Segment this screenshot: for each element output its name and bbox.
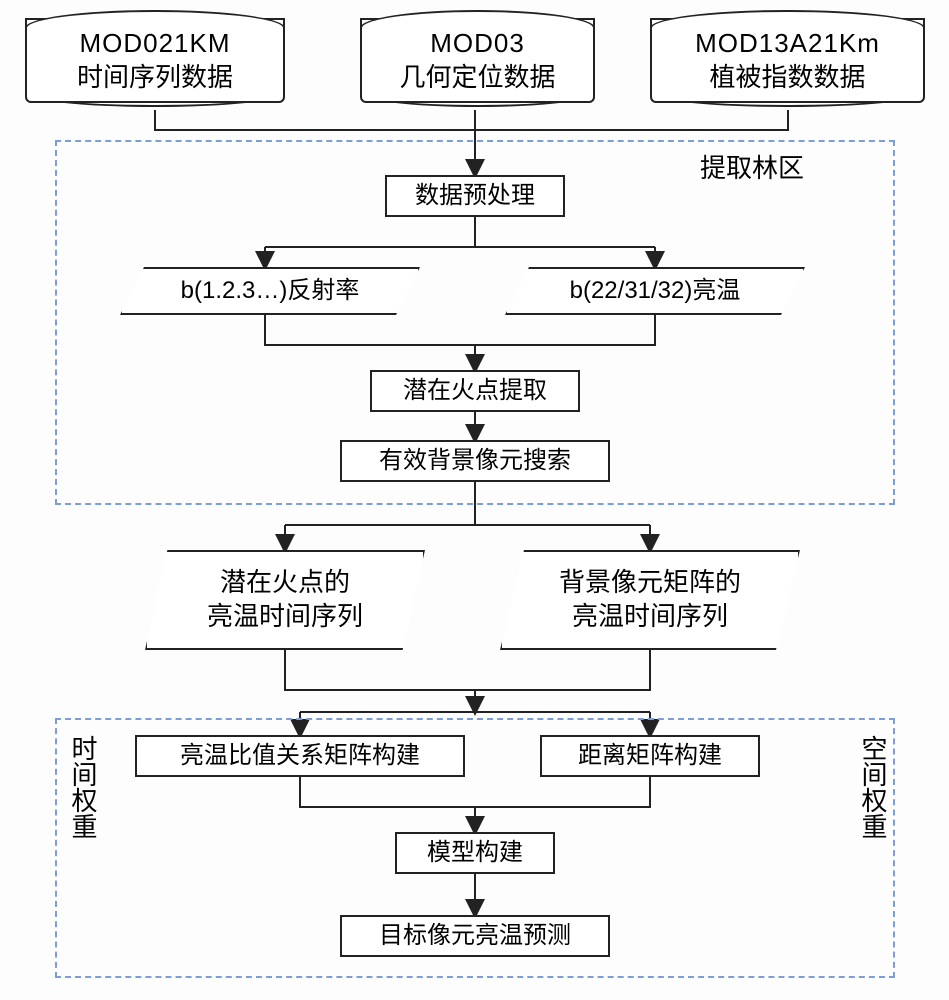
input-mod021km: MOD021KM 时间序列数据 (25, 18, 285, 103)
step-bg-search: 有效背景像元搜索 (340, 440, 610, 482)
input-b-code: MOD03 (430, 27, 525, 61)
mid-left-l1: 潜在火点的 (220, 566, 350, 600)
input-mod13a2: MOD13A21Km 植被指数数据 (650, 18, 925, 103)
step-predict: 目标像元亮温预测 (340, 915, 610, 957)
mid-left-l2: 亮温时间序列 (207, 600, 363, 634)
step-potential-label: 潜在火点提取 (403, 375, 547, 406)
split-left-label: b(1.2.3…)反射率 (181, 275, 360, 306)
mid-right-l2: 亮温时间序列 (572, 600, 728, 634)
mid-right-l1: 背景像元矩阵的 (559, 566, 741, 600)
step-preprocess-label: 数据预处理 (415, 180, 535, 211)
step-distance-matrix: 距离矩阵构建 (540, 735, 760, 777)
step-ratio-matrix: 亮温比值关系矩阵构建 (135, 735, 465, 777)
step-dist-label: 距离矩阵构建 (578, 740, 722, 771)
region1-label: 提取林区 (700, 148, 804, 185)
split-reflectance: b(1.2.3…)反射率 (120, 267, 420, 315)
mid-bg-matrix-ts: 背景像元矩阵的 亮温时间序列 (500, 550, 800, 650)
input-a-code: MOD021KM (79, 27, 230, 61)
input-mod03: MOD03 几何定位数据 (360, 18, 595, 103)
step-bgsearch-label: 有效背景像元搜索 (379, 445, 571, 476)
step-preprocess: 数据预处理 (385, 175, 565, 217)
region2-label-left: 时间权重 (65, 735, 102, 839)
input-c-desc: 植被指数数据 (709, 61, 865, 95)
region2-label-right: 空间权重 (855, 735, 892, 839)
split-brightness-temp: b(22/31/32)亮温 (505, 267, 805, 315)
split-right-label: b(22/31/32)亮温 (570, 275, 741, 306)
step-potential-fire: 潜在火点提取 (370, 370, 580, 412)
input-b-desc: 几何定位数据 (399, 61, 555, 95)
step-predict-label: 目标像元亮温预测 (379, 920, 571, 951)
step-model-build: 模型构建 (395, 832, 555, 874)
input-c-code: MOD13A21Km (695, 27, 880, 61)
input-a-desc: 时间序列数据 (77, 61, 233, 95)
step-ratio-label: 亮温比值关系矩阵构建 (180, 740, 420, 771)
step-model-label: 模型构建 (427, 837, 523, 868)
mid-potential-ts: 潜在火点的 亮温时间序列 (145, 550, 425, 650)
